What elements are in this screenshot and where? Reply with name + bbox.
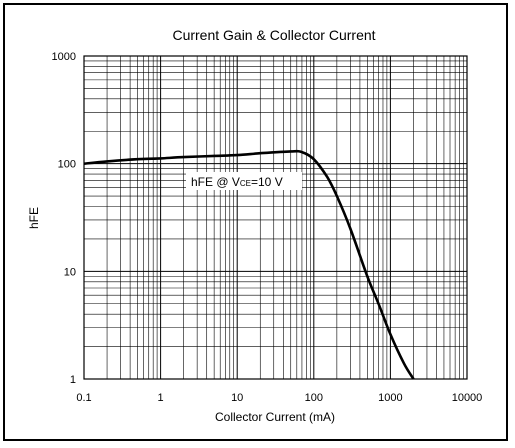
series-line-hfe — [83, 149, 415, 380]
y-tick-label: 1000 — [52, 51, 76, 63]
chart-frame — [3, 3, 508, 441]
series-group — [83, 149, 415, 380]
y-axis-label: hFE — [27, 207, 41, 229]
y-tick-labels: 1000 100 10 1 — [52, 51, 76, 386]
chart-title: Current Gain & Collector Current — [172, 27, 375, 43]
plot-area-border — [83, 55, 468, 380]
grid — [83, 56, 467, 380]
x-tick-label: 100 — [305, 392, 323, 404]
annotation-label: hFE @ VCE=10 V — [191, 175, 283, 189]
x-tick-label: 0.1 — [76, 392, 91, 404]
x-tick-label: 10000 — [452, 392, 483, 404]
x-tick-label: 1000 — [378, 392, 402, 404]
x-tick-label: 10 — [231, 392, 243, 404]
y-tick-label: 1 — [70, 374, 76, 386]
x-tick-label: 1 — [158, 392, 164, 404]
y-tick-label: 10 — [64, 266, 76, 278]
y-tick-label: 100 — [58, 159, 76, 171]
x-tick-labels: 0.1 1 10 100 1000 10000 — [76, 392, 482, 404]
x-axis-label: Collector Current (mA) — [215, 410, 335, 424]
annotation-background — [186, 172, 302, 190]
